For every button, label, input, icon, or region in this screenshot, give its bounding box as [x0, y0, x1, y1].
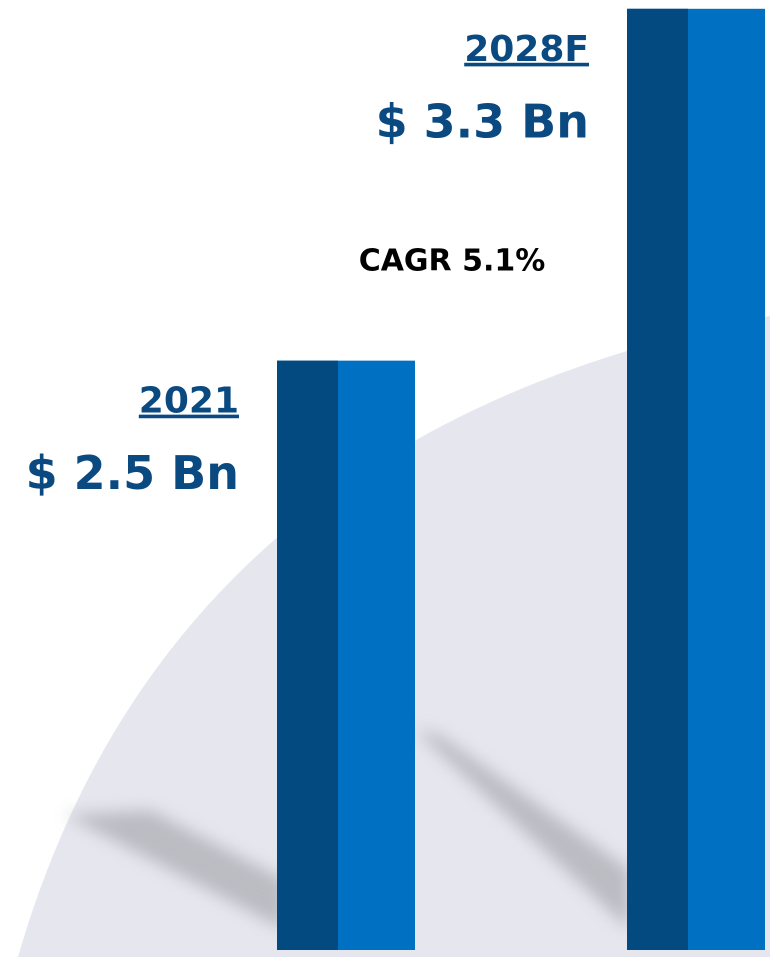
cagr-annotation: CAGR 5.1%: [359, 244, 546, 279]
category-label: 2021: [139, 381, 239, 422]
category-label: 2028F: [464, 29, 589, 70]
value-label: $ 2.5 Bn: [26, 446, 239, 500]
shadow: [415, 730, 630, 930]
bar-shade: [627, 8, 688, 950]
value-label: $ 3.3 Bn: [376, 94, 589, 148]
bar-shade: [277, 360, 338, 950]
shadow: [65, 810, 285, 930]
